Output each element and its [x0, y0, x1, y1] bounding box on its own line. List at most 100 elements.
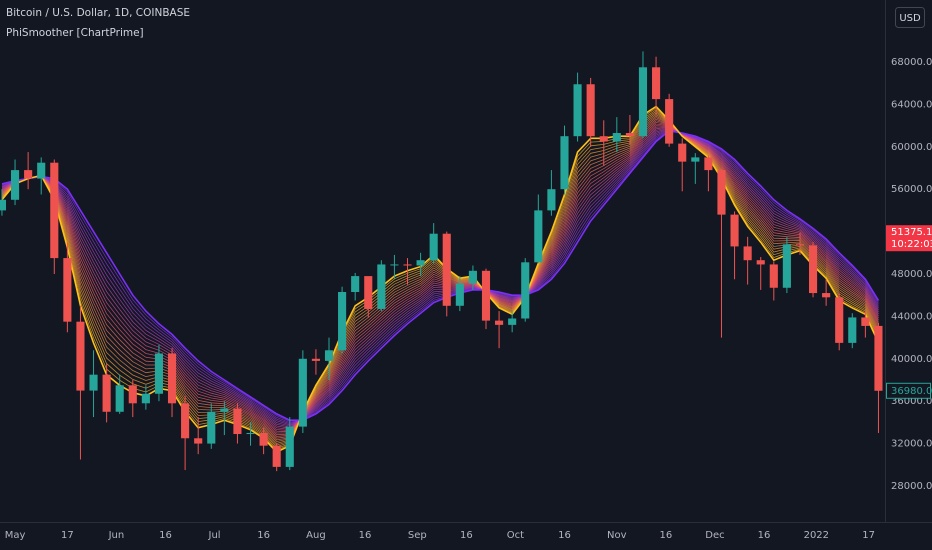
- ribbon-band: [1, 126, 879, 430]
- ribbon-band: [1, 120, 879, 437]
- candle-body: [220, 408, 229, 412]
- candle-body: [416, 260, 425, 266]
- candle-body: [625, 133, 634, 137]
- candle-body: [285, 426, 294, 467]
- candle-body: [508, 318, 517, 325]
- ribbon-band: [1, 110, 879, 448]
- ribbon-band: [1, 129, 879, 422]
- candle-body: [167, 353, 177, 404]
- candle-body: [808, 245, 818, 294]
- currency-button[interactable]: [895, 7, 925, 28]
- candle-body: [0, 199, 7, 211]
- ribbon-band: [1, 127, 879, 428]
- candle-body: [455, 283, 464, 306]
- candle-body: [442, 233, 451, 306]
- x-tick-label: 16: [558, 530, 571, 541]
- candle-body: [769, 264, 778, 288]
- ribbon-band: [1, 118, 879, 439]
- x-tick-label: 16: [359, 530, 372, 541]
- candle-body: [468, 270, 477, 284]
- candle-body: [730, 214, 739, 247]
- ribbon-band: [1, 127, 879, 429]
- candle-body: [246, 432, 255, 435]
- ribbon-band: [1, 129, 879, 425]
- ribbon-band: [1, 109, 879, 450]
- ribbon-band: [1, 112, 879, 446]
- ribbon-band: [1, 121, 879, 436]
- candle-body: [534, 210, 543, 263]
- candle-body: [481, 270, 491, 321]
- ribbon-band: [1, 129, 879, 424]
- x-tick-label: 16: [159, 530, 172, 541]
- ribbon-band: [1, 123, 879, 434]
- x-tick-label: Nov: [607, 530, 627, 541]
- x-tick-label: May: [5, 530, 26, 541]
- candle-body: [338, 292, 347, 351]
- currency-label[interactable]: USD: [899, 13, 921, 24]
- ribbon-band: [1, 128, 879, 427]
- candle-body: [782, 244, 791, 288]
- candle-body: [652, 67, 661, 100]
- y-tick-label: 48000.00: [891, 269, 932, 280]
- indicator-price-label: 51375.13: [891, 227, 932, 238]
- y-tick-label: 40000.00: [891, 354, 932, 365]
- x-tick-label: 16: [257, 530, 270, 541]
- candle-body: [181, 403, 190, 439]
- x-tick-label: Aug: [306, 530, 326, 541]
- x-tick-label: Oct: [507, 530, 524, 541]
- x-tick-label: 2022: [804, 530, 829, 541]
- last-price-label: 36980.00: [891, 386, 932, 397]
- x-tick-label: 16: [460, 530, 473, 541]
- candle-body: [298, 358, 307, 427]
- candle-body: [599, 136, 608, 142]
- candle-body: [665, 99, 674, 144]
- candle-body: [128, 385, 137, 404]
- candle-body: [50, 162, 59, 259]
- candle-body: [638, 67, 648, 137]
- candle-body: [795, 244, 805, 246]
- candle-body: [848, 317, 857, 343]
- ribbon-band: [1, 115, 879, 443]
- candle-body: [874, 325, 883, 391]
- x-tick-label: 16: [660, 530, 673, 541]
- candle-body: [861, 317, 870, 326]
- y-tick-label: 68000.00: [891, 57, 932, 68]
- x-tick-label: 16: [758, 530, 771, 541]
- y-tick-label: 32000.00: [891, 439, 932, 450]
- indicator-name: PhiSmoother [ChartPrime]: [6, 27, 144, 39]
- candle-body: [115, 385, 124, 412]
- candle-body: [194, 438, 203, 444]
- candle-body: [259, 432, 268, 446]
- candle-body: [743, 246, 752, 261]
- candle-body: [10, 170, 20, 200]
- ribbon-band: [1, 117, 879, 441]
- ribbon-band: [1, 125, 879, 433]
- x-tick-label: Dec: [705, 530, 724, 541]
- candle-body: [63, 258, 72, 322]
- candle-body: [24, 170, 33, 179]
- candle-body: [377, 264, 386, 309]
- candle-body: [678, 143, 687, 162]
- x-tick-label: Jul: [208, 530, 221, 541]
- candle-body: [311, 358, 320, 361]
- candle-body: [141, 393, 150, 404]
- ribbon-band: [1, 126, 879, 432]
- y-tick-label: 28000.00: [891, 481, 932, 492]
- candle-body: [835, 297, 844, 343]
- candle-body: [495, 320, 504, 325]
- candle-body: [586, 84, 595, 137]
- ribbon-band: [1, 114, 879, 444]
- candle-body: [324, 350, 334, 361]
- x-tick-label: 17: [61, 530, 74, 541]
- candle-body: [717, 170, 726, 215]
- candle-body: [403, 264, 412, 266]
- indicator-price-tag: [886, 225, 932, 252]
- candle-body: [573, 84, 582, 137]
- candle-body: [364, 276, 373, 309]
- candle-body: [521, 262, 530, 319]
- candle-body: [704, 157, 713, 171]
- last-price-tag: [886, 382, 931, 399]
- candle-body: [102, 374, 111, 412]
